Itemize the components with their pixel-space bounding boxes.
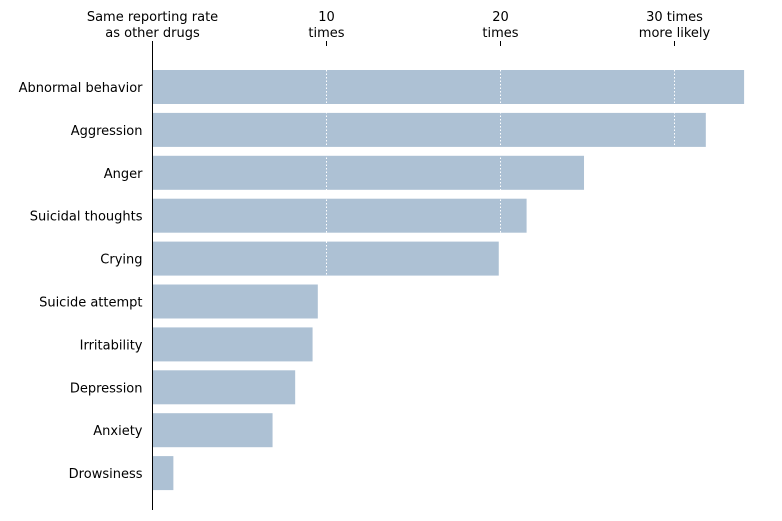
tick-label-line: 10	[318, 10, 335, 25]
bar-drowsiness	[152, 456, 174, 491]
tick-label-10: 10 times	[308, 10, 344, 41]
category-label-abnormal-behavior: Abnormal behavior	[19, 81, 144, 96]
tick-label-line: 30 times	[646, 10, 703, 25]
bar-anger	[152, 155, 585, 190]
tick-label-30: 30 times more likely	[639, 10, 711, 41]
bars-layer	[152, 70, 745, 491]
category-label-suicide-attempt: Suicide attempt	[39, 296, 142, 311]
bar-suicide-attempt	[152, 284, 318, 319]
tick-label-line: 20	[492, 10, 509, 25]
tick-label-line: Same reporting rate	[87, 10, 218, 25]
tick-label-line: as other drugs	[105, 26, 200, 41]
category-label-anger: Anger	[104, 167, 143, 182]
bar-aggression	[152, 112, 706, 147]
bar-irritability	[152, 327, 313, 362]
category-label-anxiety: Anxiety	[93, 424, 143, 439]
tick-label-0: Same reporting rate as other drugs	[87, 10, 218, 41]
category-label-suicidal-thoughts: Suicidal thoughts	[30, 210, 143, 225]
category-label-aggression: Aggression	[71, 124, 143, 139]
bar-anxiety	[152, 413, 273, 448]
tick-label-line: times	[482, 26, 518, 41]
category-label-irritability: Irritability	[80, 338, 143, 353]
bar-crying	[152, 241, 499, 276]
bar-abnormal-behavior	[152, 70, 745, 104]
axis-layer	[152, 41, 675, 510]
bar-depression	[152, 370, 296, 405]
category-label-depression: Depression	[70, 381, 143, 396]
tick-label-line: more likely	[639, 26, 711, 41]
tick-label-20: 20 times	[482, 10, 518, 41]
category-label-crying: Crying	[100, 253, 142, 268]
bar-suicidal-thoughts	[152, 198, 527, 233]
tick-label-line: times	[308, 26, 344, 41]
labels-layer: Abnormal behavior Aggression Anger Suicidal…	[19, 10, 711, 482]
category-label-drowsiness: Drowsiness	[69, 467, 143, 482]
